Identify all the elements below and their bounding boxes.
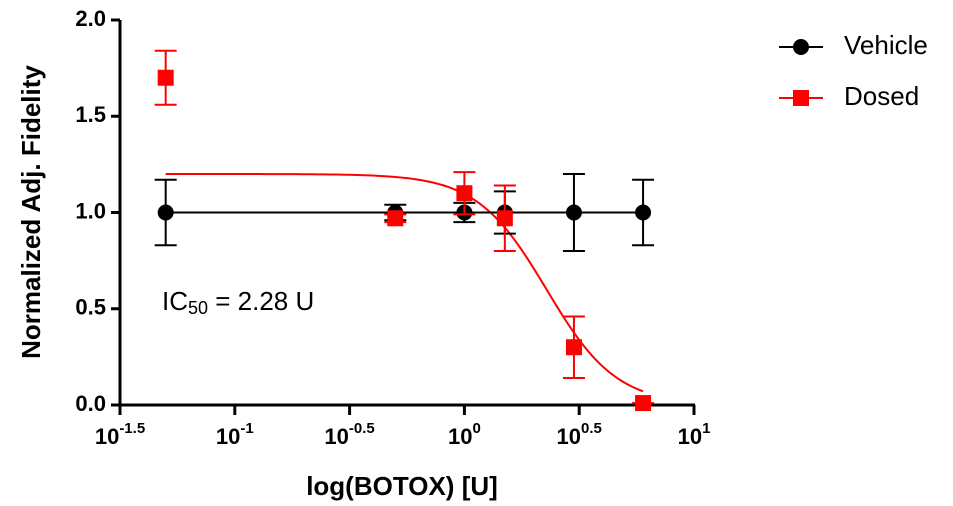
marker	[456, 185, 473, 202]
x-tick-exponent: -1	[240, 420, 253, 437]
annotation: IC50 = 2.28 U	[162, 286, 314, 318]
x-tick-base: 10	[216, 424, 240, 449]
x-tick-base: 10	[448, 424, 472, 449]
x-tick-label: 100	[448, 420, 481, 449]
y-axis-title: Normalized Adj. Fidelity	[16, 65, 46, 359]
x-tick-base: 10	[557, 424, 581, 449]
marker	[157, 69, 174, 86]
x-tick-base: 10	[95, 424, 119, 449]
marker	[565, 204, 582, 221]
y-tick-label: 0.0	[75, 391, 106, 416]
x-tick-base: 10	[324, 424, 348, 449]
x-axis-title: log(BOTOX) [U]	[306, 471, 498, 501]
x-tick-label: 100.5	[557, 420, 602, 449]
x-tick-exponent: 1	[702, 420, 710, 437]
x-tick-exponent: 0.5	[581, 420, 602, 437]
marker	[387, 210, 404, 227]
marker	[635, 395, 652, 412]
y-tick-label: 1.5	[75, 102, 106, 127]
marker	[157, 204, 174, 221]
y-tick-label: 2.0	[75, 6, 106, 31]
x-tick-label: 10-1.5	[95, 420, 145, 449]
marker	[496, 210, 513, 227]
x-tick-exponent: 0	[472, 420, 480, 437]
annotation-rest: = 2.28 U	[208, 286, 314, 316]
legend-label: Vehicle	[844, 30, 928, 60]
marker	[793, 39, 809, 55]
marker	[635, 204, 652, 221]
x-tick-label: 10-0.5	[324, 420, 374, 449]
marker	[565, 339, 582, 356]
marker	[793, 90, 809, 106]
y-tick-label: 0.5	[75, 295, 106, 320]
x-tick-exponent: -0.5	[349, 420, 375, 437]
x-tick-label: 10-1	[216, 420, 254, 449]
legend-label: Dosed	[844, 81, 919, 111]
x-tick-base: 10	[678, 424, 702, 449]
x-tick-label: 101	[678, 420, 711, 449]
y-tick-label: 1.0	[75, 198, 106, 223]
x-tick-exponent: -1.5	[119, 420, 145, 437]
annotation-subscript: 50	[188, 298, 208, 318]
annotation-base: IC	[162, 286, 188, 316]
